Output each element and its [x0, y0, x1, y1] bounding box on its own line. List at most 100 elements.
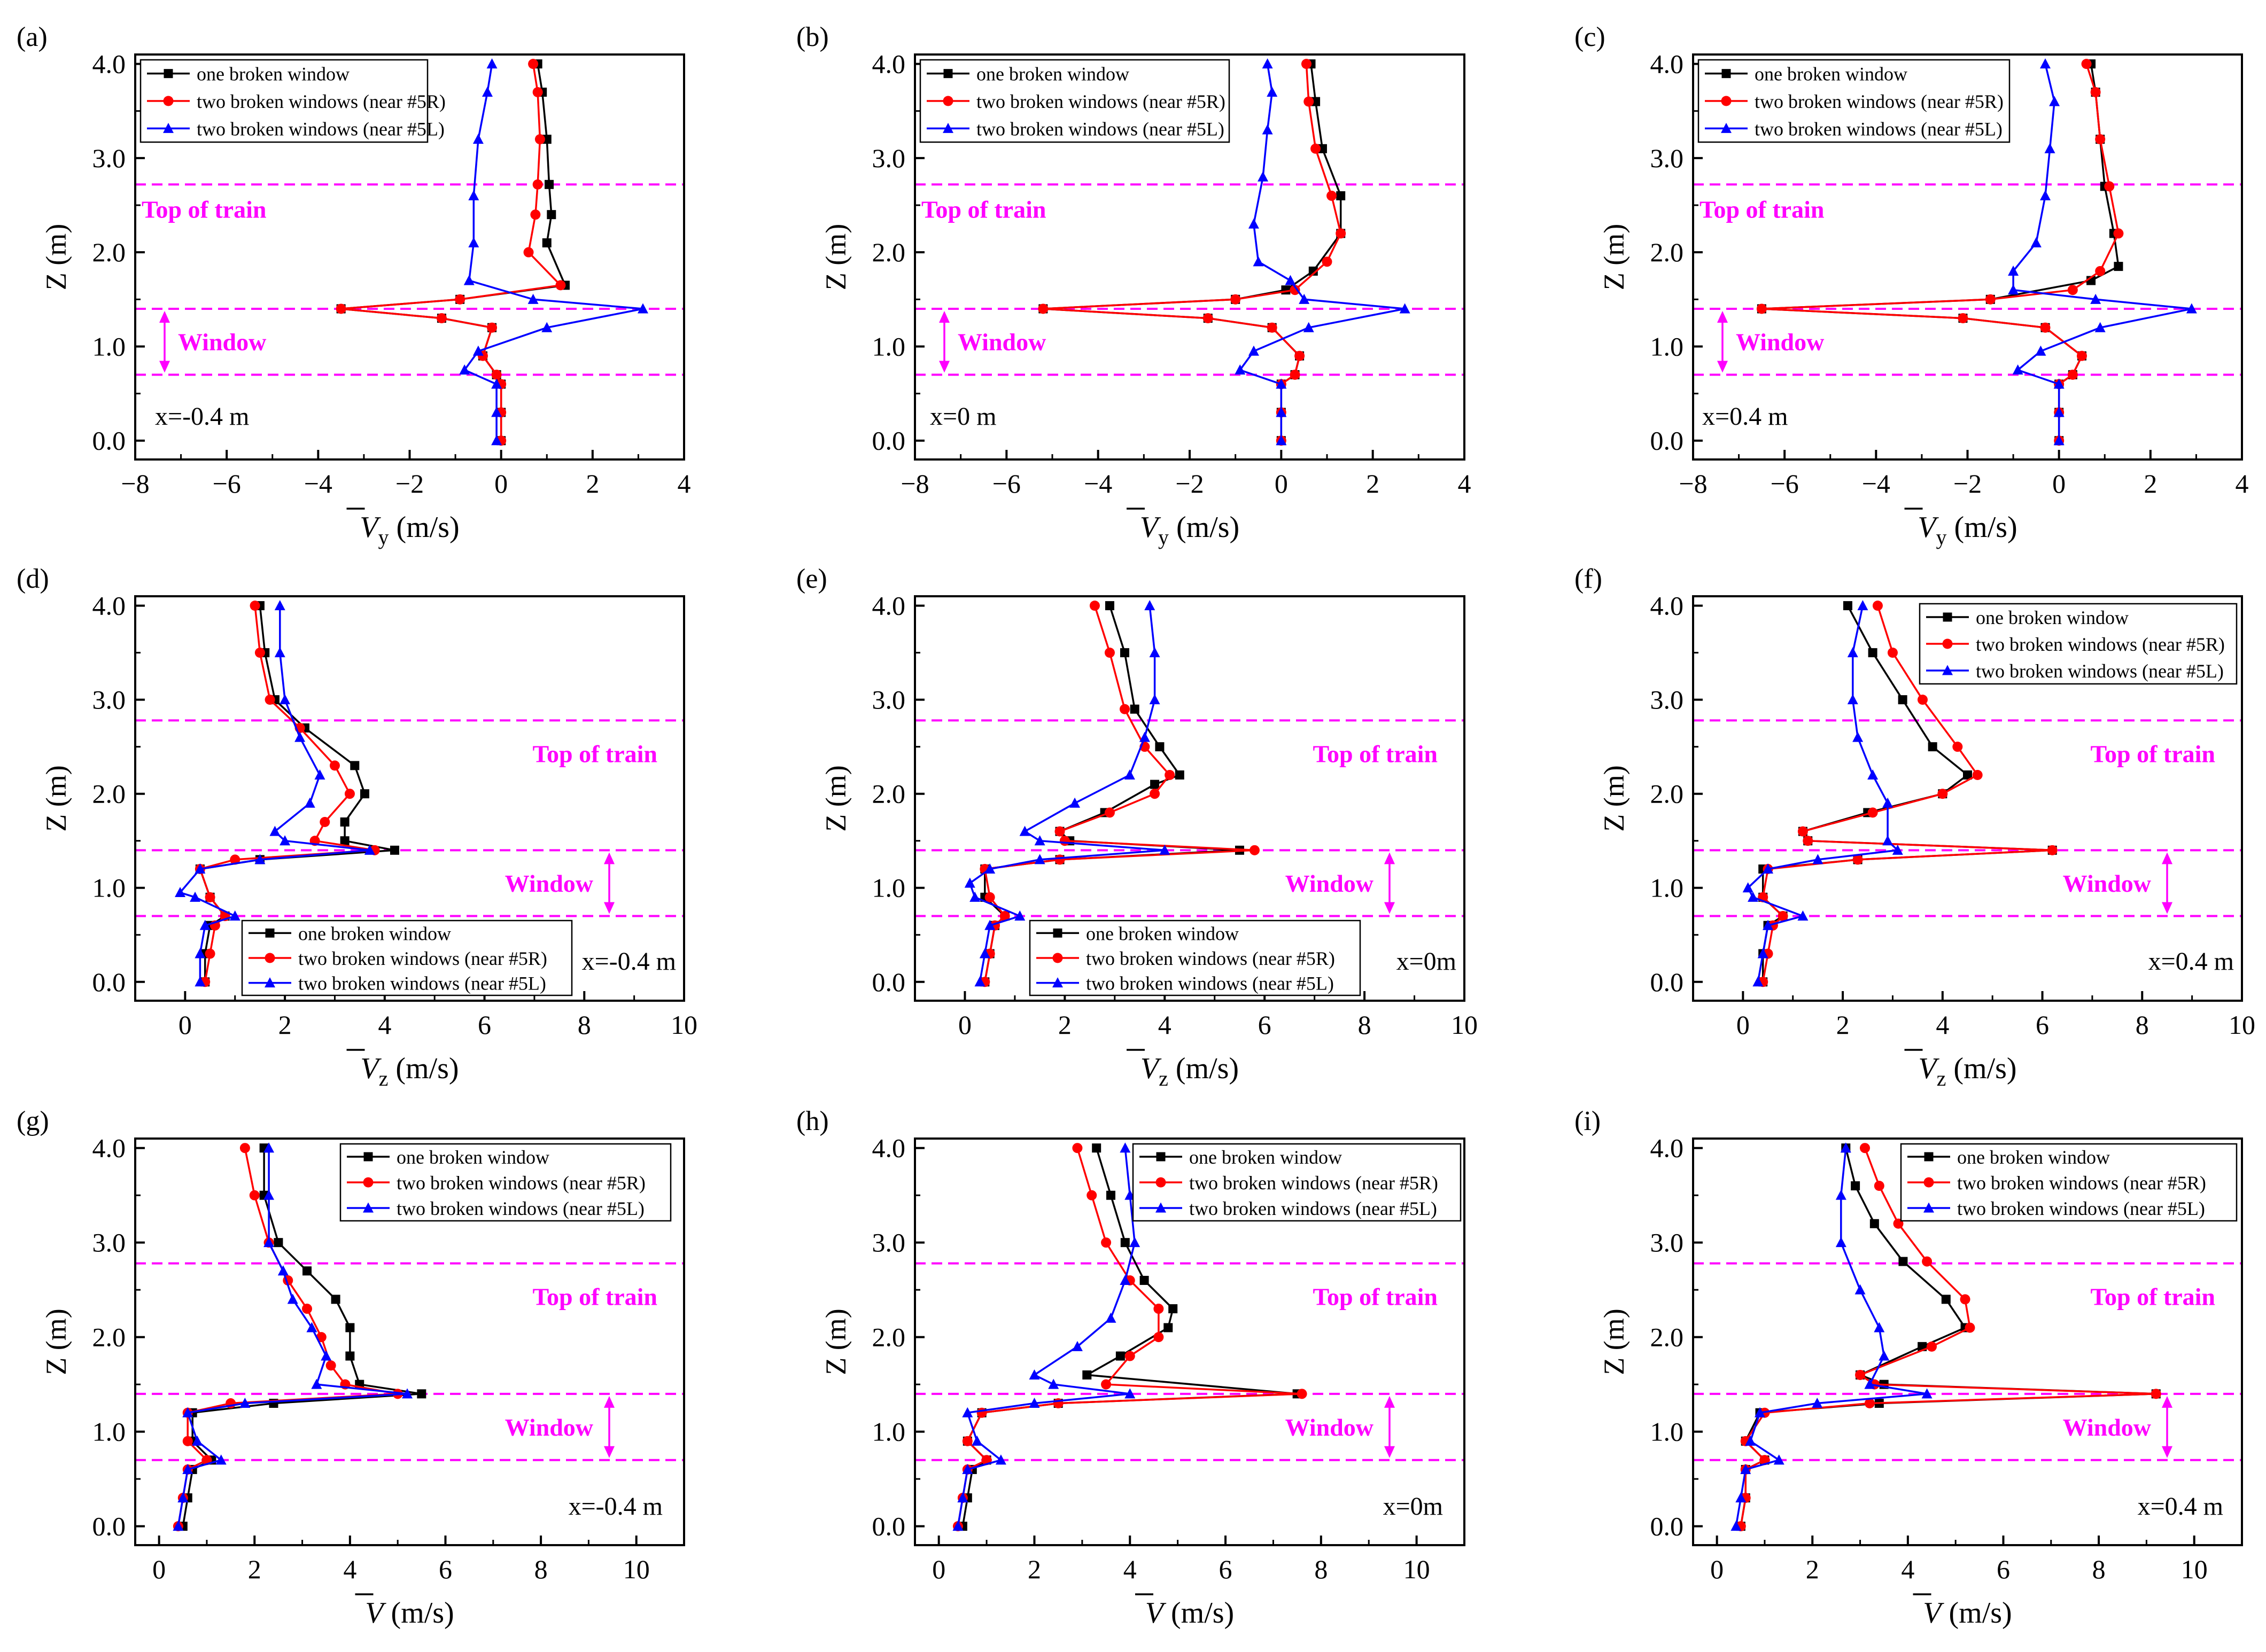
data-point [265, 695, 275, 705]
x-tick-label: 0 [1710, 1554, 1724, 1584]
window-arrow-head [159, 310, 170, 323]
x-tick-label: 8 [1358, 1010, 1371, 1040]
position-label: x=-0.4 m [155, 402, 249, 431]
data-point [280, 694, 291, 705]
data-point [1874, 1322, 1885, 1332]
position-label: x=0.4 m [1702, 402, 1788, 431]
data-point [314, 769, 325, 780]
data-point [1852, 854, 1863, 865]
panel-e: (e) Top of train Window 0 2 4 6 8 10 0.0 1.0 2.0 3.0… [796, 564, 1478, 1090]
legend-entry-label: one broken window [298, 923, 451, 944]
data-point [1303, 96, 1314, 107]
window-arrow-head [939, 361, 950, 373]
x-tick-label: −6 [1771, 469, 1799, 498]
top-of-train-label: Top of train [533, 1283, 657, 1311]
data-point [263, 1237, 275, 1248]
data-point [239, 1143, 250, 1154]
top-of-train-label: Top of train [921, 196, 1046, 223]
legend-entry-label: two broken windows (near #5R) [298, 948, 547, 969]
data-point [1202, 313, 1213, 324]
data-point [1869, 1219, 1879, 1228]
x-tick-label: 10 [1451, 1010, 1478, 1040]
data-point [2090, 293, 2101, 304]
panel-f: (f) Top of train Window 0 2 4 6 8 10 0.0 1.0 2.0 3.0… [1574, 564, 2255, 1090]
y-tick-label: 1.0 [1650, 1417, 1684, 1447]
legend-entry-label: two broken windows (near #5R) [397, 1172, 646, 1194]
x-axis-unit: (m/s) [1163, 1596, 1234, 1630]
data-point [2012, 364, 2023, 375]
data-point [1101, 1379, 1112, 1390]
window-arrow-head [604, 1446, 615, 1458]
data-point [541, 322, 553, 332]
data-point [417, 1389, 426, 1399]
legend-marker [1721, 96, 1732, 106]
legend-entry-label: one broken window [197, 64, 350, 85]
data-point [175, 887, 186, 898]
y-tick-label: 1.0 [1650, 331, 1684, 361]
data-point [1165, 769, 1175, 780]
x-axis-label: Vy (m/s) [360, 511, 459, 549]
legend-box [241, 919, 573, 996]
legend-marker [1923, 1202, 1934, 1213]
x-axis-label: Vz (m/s) [1918, 1052, 2016, 1090]
data-point [269, 825, 281, 836]
data-point [1139, 1275, 1149, 1285]
data-point [1168, 1304, 1178, 1314]
x-tick-label: 0 [1275, 469, 1288, 498]
data-point [1082, 1370, 1092, 1380]
legend-box [1697, 59, 2011, 143]
data-point [1797, 826, 1808, 837]
data-point [1105, 1312, 1116, 1323]
window-label: Window [958, 329, 1046, 356]
data-point [1258, 171, 1269, 182]
series-line-3 [957, 1148, 1136, 1526]
legend-marker [1942, 638, 1953, 649]
data-point [1882, 797, 1893, 808]
y-tick-label: 0.0 [872, 1511, 906, 1541]
data-point [1290, 285, 1300, 295]
x-tick-label: 4 [1458, 469, 1471, 498]
data-point [2044, 143, 2055, 153]
data-point [1029, 1369, 1040, 1380]
legend: one broken window two broken windows (nea… [241, 919, 573, 996]
data-point [979, 948, 990, 959]
data-point [455, 294, 465, 305]
data-point [1835, 1189, 1846, 1200]
legend-entry-label: two broken windows (near #5R) [1755, 91, 2004, 112]
x-tick-label: 0 [958, 1010, 972, 1040]
data-point [1748, 891, 1759, 902]
legend-marker [943, 122, 953, 133]
data-point [1276, 407, 1287, 417]
x-tick-label: 6 [478, 1010, 491, 1040]
x-axis-symbol: V [360, 511, 381, 544]
legend: one broken window two broken windows (nea… [919, 59, 1230, 143]
legend-marker [1943, 612, 1952, 622]
data-point [1868, 648, 1877, 658]
x-tick-label: −8 [121, 469, 149, 498]
window-label: Window [505, 1414, 593, 1441]
data-point [545, 180, 554, 189]
data-point [1928, 742, 1937, 752]
y-tick-label: 2.0 [1650, 1322, 1684, 1352]
legend-entry-label: one broken window [976, 64, 1129, 85]
data-point [321, 1350, 332, 1361]
data-point [1864, 1378, 1875, 1389]
data-point [173, 1521, 184, 1531]
window-label: Window [1736, 329, 1824, 356]
position-label: x=-0.4 m [569, 1492, 663, 1521]
data-point [1120, 1274, 1131, 1285]
legend-marker [363, 1152, 373, 1162]
data-point [999, 911, 1010, 922]
data-point [205, 948, 215, 959]
series-line-2 [957, 1148, 1302, 1526]
legend-entry-label: two broken windows (near #5L) [397, 1198, 645, 1219]
position-label: x=-0.4 m [582, 947, 676, 976]
y-axis-label: Z (m) [40, 1308, 72, 1375]
top-of-train-label: Top of train [1313, 1283, 1438, 1311]
x-axis-symbol: V [1140, 1052, 1162, 1085]
data-point [1124, 1351, 1135, 1361]
data-point [1854, 1284, 1866, 1295]
data-point [1336, 228, 1346, 239]
data-point [239, 1398, 251, 1408]
legend-entry-label: two broken windows (near #5R) [197, 91, 446, 112]
